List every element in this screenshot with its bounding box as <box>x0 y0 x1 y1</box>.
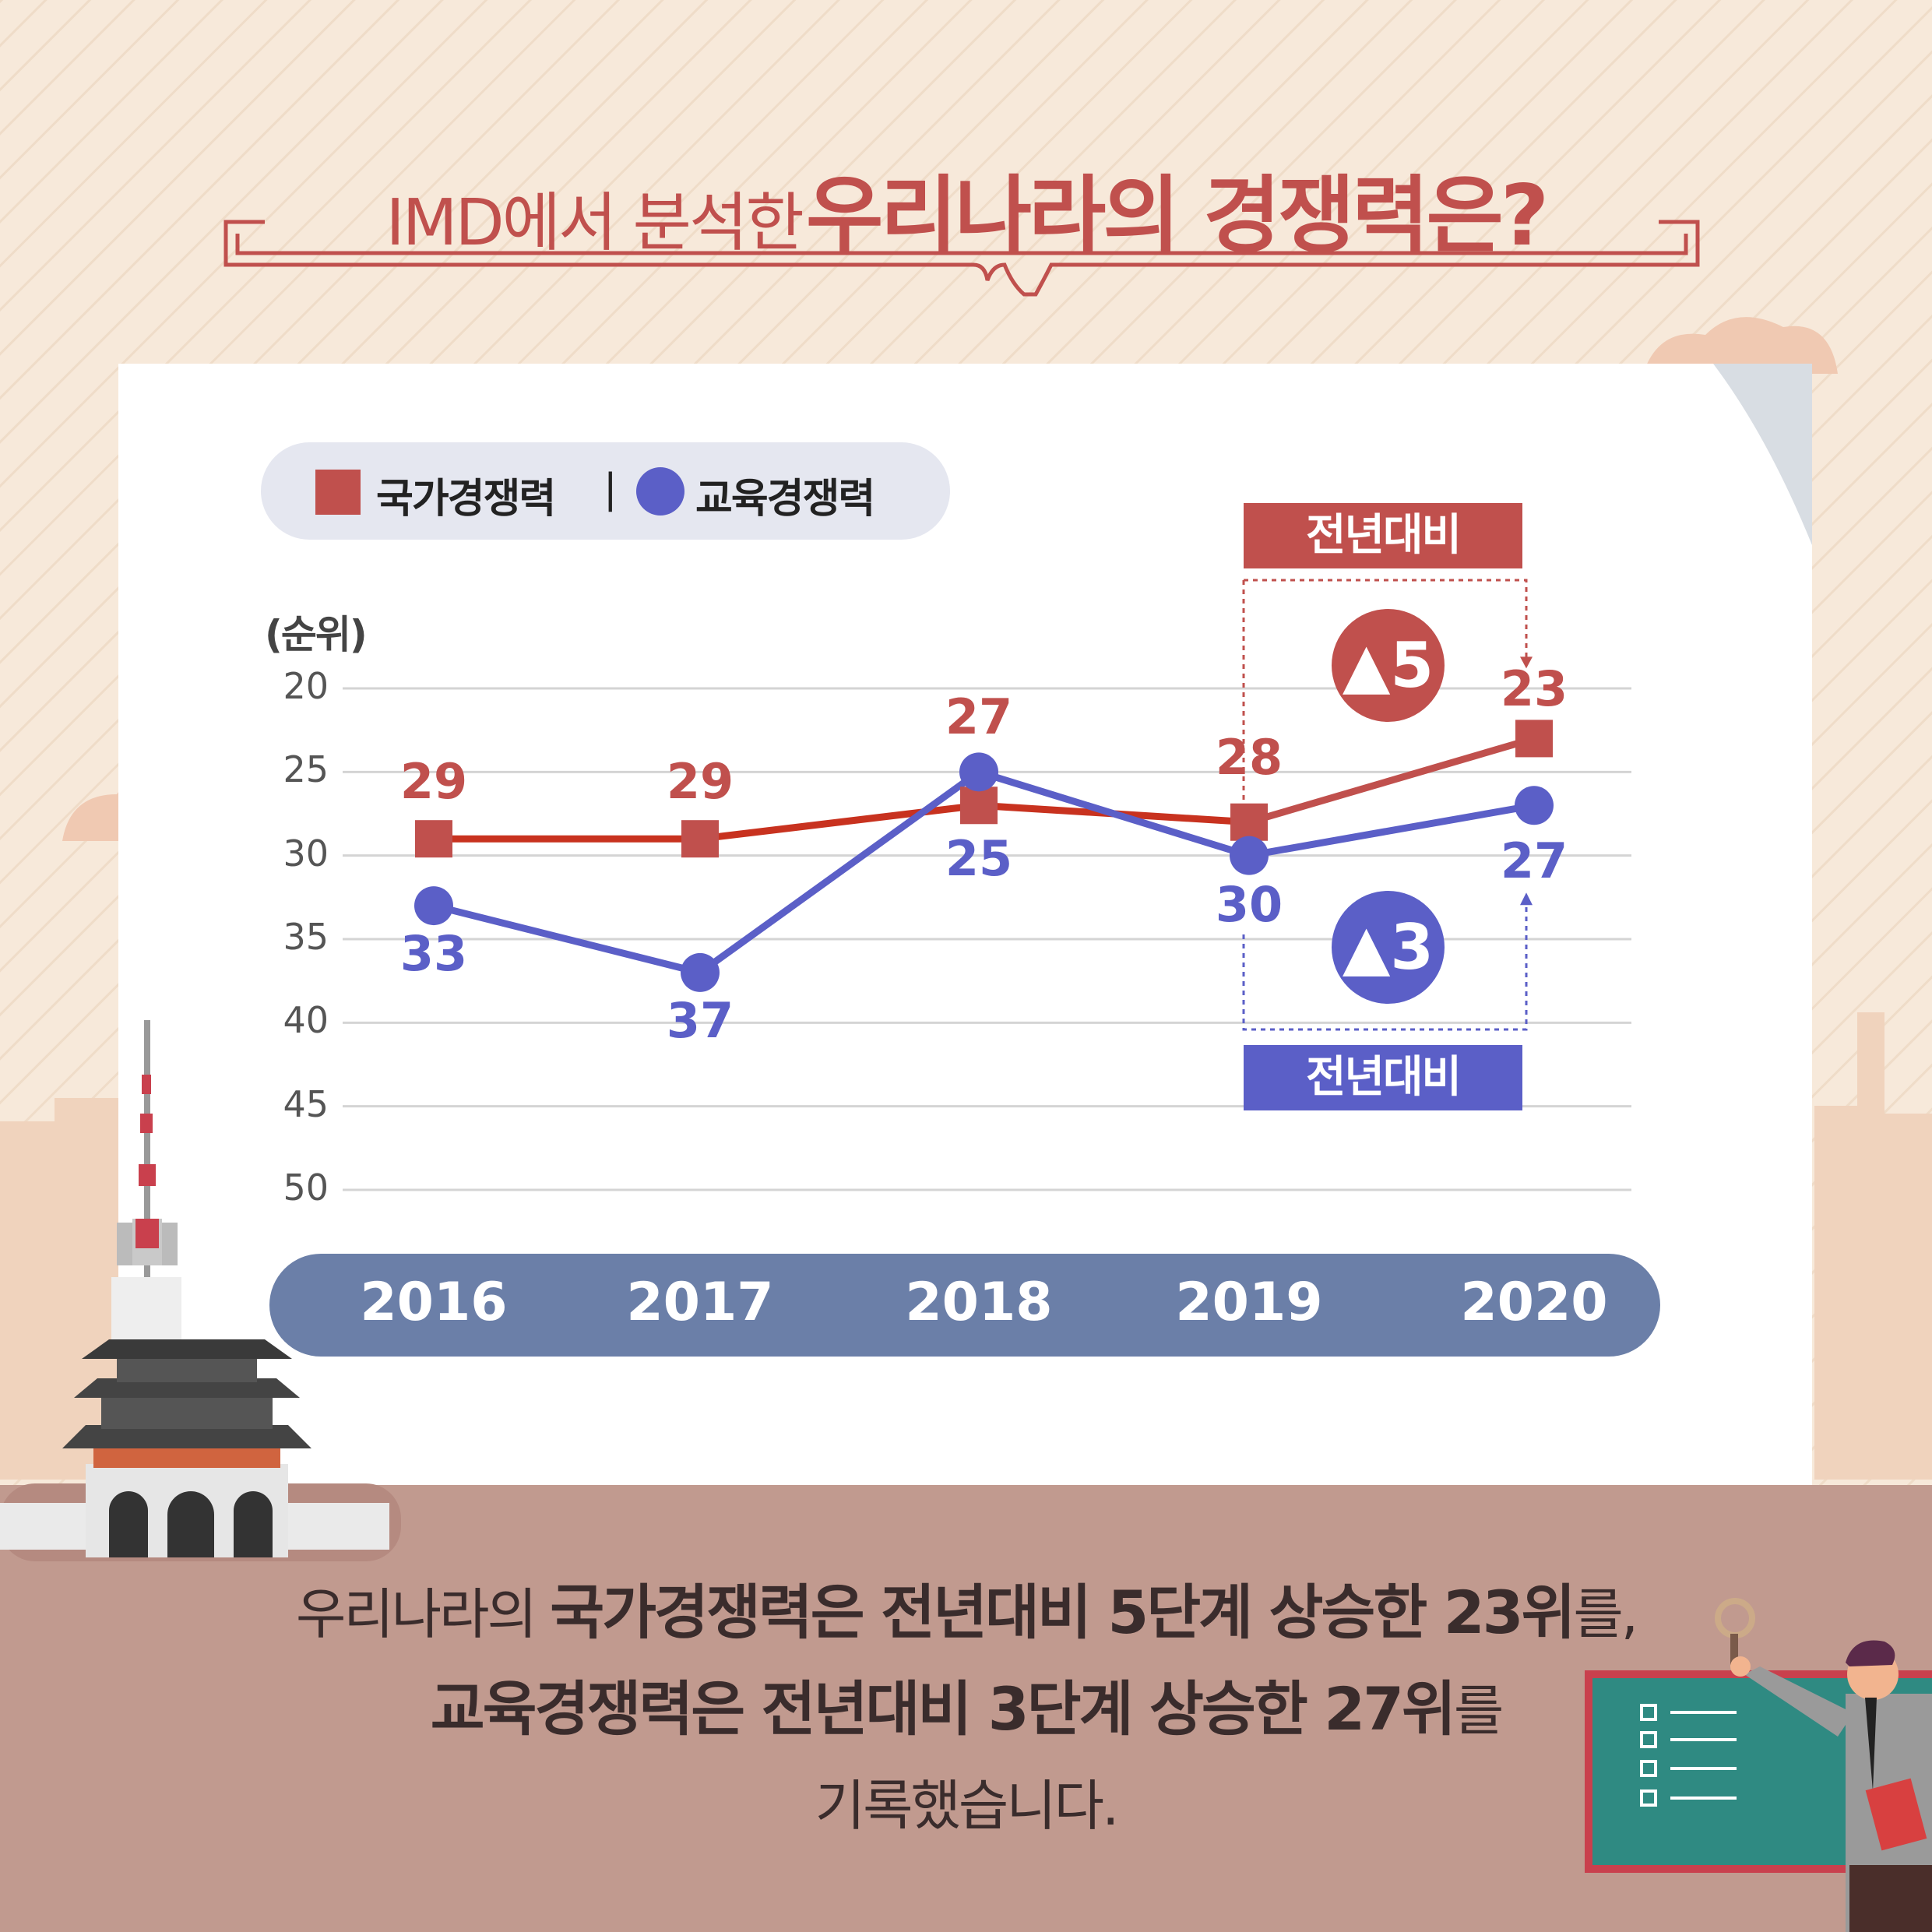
skyline-silhouette <box>1814 1012 1932 1480</box>
series-line-segment <box>1245 734 1538 826</box>
cloud-shape <box>1643 317 1838 374</box>
series-line-segment <box>1245 801 1538 860</box>
education-point <box>1515 786 1554 825</box>
summary-l2-c: 를 <box>1453 1679 1504 1743</box>
national-value-label: 29 <box>399 753 468 811</box>
national-value-label: 23 <box>1500 660 1568 718</box>
x-axis-bar <box>269 1254 1660 1357</box>
title-frame <box>223 220 1700 297</box>
national-change-badge: ▲5 <box>1332 609 1445 722</box>
x-tick-label: 2017 <box>626 1272 774 1333</box>
education-point <box>1230 836 1269 875</box>
national-change-tag: 전년대비 <box>1244 503 1522 568</box>
summary-l1-c: 를, <box>1573 1582 1638 1646</box>
education-value-label: 33 <box>399 925 468 983</box>
x-tick-label: 2020 <box>1460 1272 1608 1333</box>
legend-national-label: 국가경쟁력 <box>376 476 556 523</box>
education-point <box>414 886 453 926</box>
national-point <box>960 787 998 825</box>
national-point <box>415 820 452 858</box>
education-point <box>959 752 998 792</box>
x-tick-label: 2019 <box>1175 1272 1323 1333</box>
legend-separator: | <box>604 466 617 512</box>
teacher-illustration <box>1585 1598 1932 1932</box>
y-axis-label: (순위) <box>265 612 368 657</box>
legend-circle-icon <box>636 467 684 516</box>
y-tick-label: 35 <box>283 916 329 958</box>
education-value-label: 27 <box>1500 832 1568 890</box>
y-tick-label: 25 <box>283 748 329 791</box>
education-value-label: 25 <box>945 830 1013 888</box>
title-main: 우리나라의 경쟁력은? <box>805 167 1549 265</box>
education-arrow <box>1520 892 1533 906</box>
education-value-label: 30 <box>1215 875 1283 933</box>
chart-legend: 국가경쟁력 | 교육경쟁력 <box>261 442 950 540</box>
x-tick-label: 2018 <box>905 1272 1053 1333</box>
page-title: IMD에서 분석한 우리나라의 경쟁력은? <box>0 148 1932 269</box>
gate-illustration <box>0 1020 401 1561</box>
series-line-segment <box>696 801 983 843</box>
national-value-label: 27 <box>945 688 1013 746</box>
national-value-label: 28 <box>1215 728 1283 786</box>
national-point <box>1515 720 1553 758</box>
summary-l2-b: 교육경쟁력은 전년대비 3단계 상승한 27위 <box>430 1674 1456 1744</box>
x-tick-label: 2016 <box>360 1272 508 1333</box>
series-line-segment <box>430 902 704 977</box>
title-prefix: IMD에서 분석한 <box>385 186 804 260</box>
summary-l1-b: 국가경쟁력은 전년대비 5단계 상승한 23위 <box>550 1578 1575 1647</box>
national-point <box>681 820 719 858</box>
legend-education-label: 교육경쟁력 <box>695 476 875 523</box>
national-value-label: 29 <box>666 753 734 811</box>
y-tick-label: 50 <box>283 1167 329 1209</box>
series-line-segment <box>975 768 1253 860</box>
education-value-label: 37 <box>666 991 734 1049</box>
summary-text: 우리나라의 국가경쟁력은 전년대비 5단계 상승한 23위를, 교육경쟁력은 전… <box>0 1565 1932 1853</box>
y-tick-label: 40 <box>283 999 329 1042</box>
national-point <box>1230 803 1268 841</box>
national-bracket <box>1242 579 1528 845</box>
summary-line-2: 교육경쟁력은 전년대비 3단계 상승한 27위를 <box>0 1662 1932 1758</box>
y-tick-label: 30 <box>283 832 329 875</box>
education-point <box>681 952 720 992</box>
y-tick-label: 20 <box>283 665 329 707</box>
page-curl <box>1713 364 1812 545</box>
summary-line-3: 기록했습니다. <box>815 1774 1120 1838</box>
legend-square-icon <box>315 470 361 515</box>
y-tick-label: 45 <box>283 1082 329 1125</box>
education-bracket <box>1242 899 1528 1031</box>
series-line-segment <box>696 768 983 977</box>
education-change-tag: 전년대비 <box>1244 1045 1522 1110</box>
education-change-badge: ▲3 <box>1332 891 1445 1004</box>
national-arrow <box>1520 656 1533 669</box>
summary-l1-a: 우리나라의 <box>295 1582 551 1646</box>
summary-line-1: 우리나라의 국가경쟁력은 전년대비 5단계 상승한 23위를, <box>0 1565 1932 1662</box>
